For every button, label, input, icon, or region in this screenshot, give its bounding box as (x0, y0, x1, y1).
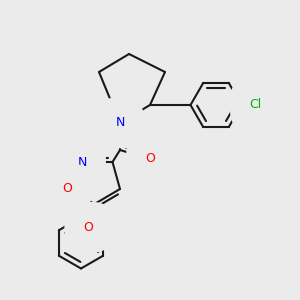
Text: O: O (145, 152, 155, 166)
Text: O: O (83, 221, 93, 234)
Text: O: O (63, 182, 72, 196)
Text: N: N (115, 116, 125, 130)
Text: N: N (78, 155, 87, 169)
Text: Cl: Cl (249, 98, 261, 112)
